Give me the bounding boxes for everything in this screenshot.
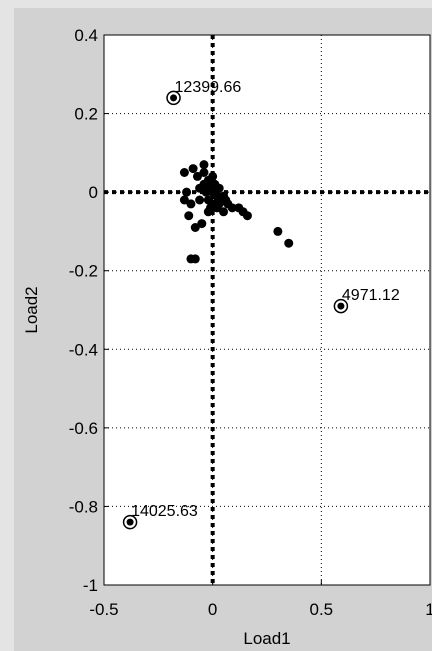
plot-area <box>103 34 431 586</box>
y-tick-label: -0.8 <box>69 497 98 516</box>
data-point <box>179 195 189 205</box>
data-point <box>208 171 218 181</box>
x-tick-label: 0 <box>208 600 217 619</box>
data-point <box>199 168 209 177</box>
data-point <box>227 203 237 213</box>
data-point <box>284 238 294 248</box>
data-point <box>182 187 192 197</box>
data-point <box>214 183 224 193</box>
labeled-point <box>337 302 345 310</box>
y-tick-label: -1 <box>83 576 98 595</box>
y-tick-label: 0 <box>89 183 98 202</box>
data-point <box>192 171 202 181</box>
labeled-point <box>170 94 178 102</box>
y-tick-label: -0.6 <box>69 419 98 438</box>
data-point <box>242 211 252 221</box>
y-tick-label: 0.2 <box>74 105 98 124</box>
data-point <box>186 199 196 209</box>
x-tick-label: 0.5 <box>310 600 334 619</box>
labeled-point <box>126 518 134 526</box>
y-tick-label: -0.4 <box>69 340 98 359</box>
x-tick-label: 1 <box>425 600 432 619</box>
data-point <box>197 219 207 229</box>
y-tick-label: 0.4 <box>74 26 98 45</box>
point-label: 14025.63 <box>131 503 198 520</box>
data-point <box>179 168 189 177</box>
data-point <box>190 223 200 232</box>
data-point <box>219 207 229 217</box>
y-axis-label: Load2 <box>22 286 41 333</box>
data-points <box>122 90 349 530</box>
y-tick-label: -0.2 <box>69 262 98 281</box>
reference-lines <box>104 35 430 585</box>
data-point <box>199 160 209 170</box>
data-point <box>203 207 213 217</box>
data-point <box>214 199 224 209</box>
data-point <box>184 211 194 221</box>
data-point <box>273 226 283 236</box>
data-point <box>195 195 205 205</box>
point-labels: 12399.66 4971.12 14025.63 <box>131 79 400 520</box>
data-point <box>203 195 213 205</box>
x-axis-label: Load1 <box>243 629 290 648</box>
data-point <box>190 254 200 264</box>
axis-ticks: -0.5 0 0.5 1 -1 -0.8 -0.6 -0.4 -0.2 0 0.2 0.4 <box>69 26 432 619</box>
x-tick-label: -0.5 <box>89 600 118 619</box>
point-label: 4971.12 <box>342 287 400 304</box>
data-point <box>188 164 198 174</box>
point-label: 12399.66 <box>175 79 242 96</box>
